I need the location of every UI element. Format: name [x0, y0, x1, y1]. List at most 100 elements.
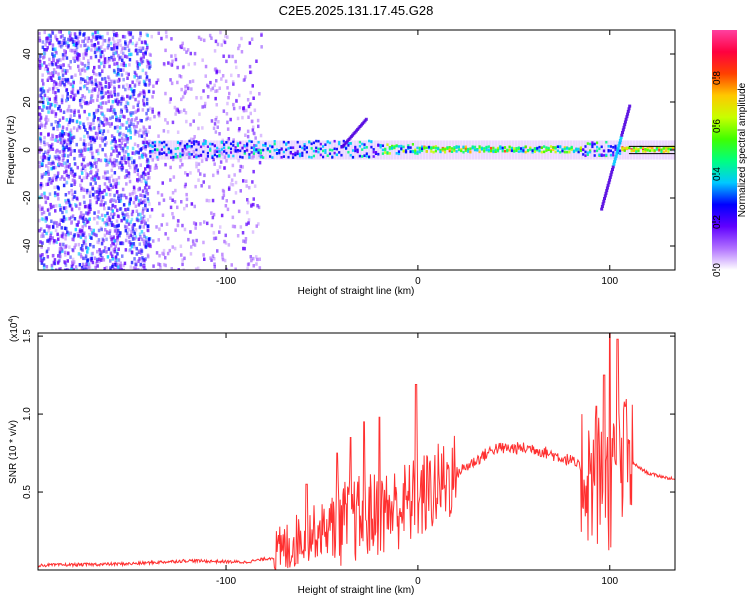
- spectrogram-band-cell: [485, 148, 488, 152]
- spectrogram-noise-cell: [76, 36, 79, 41]
- spectrogram-band-cell: [453, 147, 456, 151]
- spectrogram-noise-cell: [117, 99, 121, 104]
- spectrogram-noise-cell: [54, 70, 58, 75]
- spectrogram-noise-cell: [189, 122, 192, 127]
- spectrogram-band-cell: [250, 140, 253, 143]
- spectrogram-noise-cell: [129, 247, 132, 252]
- spectrogram-band-halo: [301, 140, 305, 160]
- spectrogram-noise-cell: [103, 57, 107, 61]
- spectrogram-noise-cell: [139, 163, 142, 167]
- spectrogram-noise-cell: [126, 44, 130, 48]
- spectrogram-band-cell: [492, 150, 495, 154]
- spectrogram-band-cell: [483, 147, 486, 150]
- spectrogram-noise-cell: [56, 261, 60, 265]
- spectrogram-noise-cell: [139, 91, 142, 95]
- spectrogram-noise-cell: [171, 157, 175, 162]
- spectrogram-noise-cell: [70, 109, 73, 113]
- spectrogram-noise-cell: [41, 207, 44, 211]
- spectrogram-noise-cell: [94, 82, 98, 86]
- spectrogram-noise-cell: [228, 91, 231, 96]
- spectrogram-streak-cell: [621, 131, 624, 134]
- spectrogram-noise-cell: [79, 137, 82, 141]
- spectrogram-noise-cell: [57, 89, 60, 93]
- spectrogram-band-cell: [165, 153, 168, 156]
- spectrogram-noise-cell: [115, 181, 118, 186]
- spectrogram-noise-cell: [81, 225, 84, 229]
- spectrogram-noise-cell: [117, 196, 120, 200]
- spectrogram-noise-cell: [39, 155, 43, 160]
- spectrogram-band-cell: [536, 148, 539, 152]
- spectrogram-band-cell: [669, 147, 672, 151]
- spectrogram-noise-cell: [115, 118, 118, 122]
- spectrogram-band-cell: [487, 148, 490, 151]
- spectrogram-noise-cell: [66, 230, 69, 234]
- spectrogram-noise-cell: [227, 187, 231, 191]
- spectrogram-band-cell: [153, 140, 157, 144]
- spectrogram-band-cell: [554, 147, 557, 150]
- spectrogram-band-cell: [368, 139, 371, 143]
- spectrogram-noise-cell: [65, 98, 69, 102]
- spectrogram-noise-cell: [231, 224, 235, 229]
- spectrogram-noise-cell: [108, 58, 111, 62]
- spectrogram-band-cell: [310, 147, 313, 150]
- spectrogram-band-cell: [374, 151, 378, 154]
- spectrogram-noise-cell: [129, 265, 132, 269]
- spectrogram-band-cell: [363, 154, 366, 157]
- spectrogram-noise-cell: [135, 252, 139, 256]
- spectrogram-noise-cell: [210, 223, 214, 228]
- spectrogram-noise-cell: [129, 197, 132, 202]
- spectrogram-noise-cell: [48, 106, 51, 110]
- spectrogram-band-cell: [361, 155, 364, 158]
- spectrogram-noise-cell: [64, 261, 67, 265]
- spectrogram-noise-cell: [127, 215, 130, 219]
- spectrogram-noise-cell: [101, 218, 105, 222]
- spectrogram-noise-cell: [46, 118, 50, 122]
- spectrogram-noise-cell: [139, 212, 142, 217]
- spectrogram-band-cell: [190, 141, 193, 144]
- spectrogram-noise-cell: [139, 118, 142, 123]
- spectrogram-noise-cell: [124, 40, 127, 44]
- spectrogram-noise-cell: [61, 153, 64, 158]
- spectrogram-noise-cell: [159, 265, 162, 270]
- spectrogram-band-cell: [609, 145, 612, 148]
- spectrogram-band-cell: [545, 149, 548, 152]
- spectrogram-noise-cell: [131, 151, 134, 155]
- spectrogram-band-cell: [296, 152, 299, 156]
- spectrogram-noise-cell: [101, 77, 104, 81]
- spectrogram-noise-cell: [99, 52, 103, 57]
- spectrogram-noise-cell: [172, 215, 175, 220]
- spectrogram-band-cell: [338, 151, 341, 154]
- spectrogram-noise-cell: [179, 75, 183, 79]
- spectrogram-noise-cell: [73, 39, 77, 44]
- spectrogram-noise-cell: [112, 242, 116, 246]
- spectrogram-noise-cell: [250, 204, 253, 208]
- spectrogram-noise-cell: [55, 177, 58, 182]
- spectrogram-noise-cell: [144, 172, 147, 177]
- spectrogram-band-cell: [227, 146, 230, 150]
- spectrogram-band-cell: [416, 146, 419, 150]
- spectrogram-noise-cell: [111, 262, 115, 267]
- spectrogram-noise-cell: [257, 124, 260, 129]
- spectrogram-noise-cell: [68, 163, 71, 167]
- spectrogram-noise-cell: [76, 90, 80, 95]
- spectrogram-noise-cell: [117, 77, 121, 82]
- spectrogram-noise-cell: [122, 132, 125, 137]
- spectrogram-noise-cell: [142, 214, 146, 219]
- spectrogram-noise-cell: [67, 132, 70, 137]
- spectrogram-noise-cell: [109, 90, 113, 94]
- spectrogram-noise-cell: [184, 146, 188, 151]
- spectrogram-noise-cell: [139, 31, 142, 35]
- spectrogram-noise-cell: [73, 32, 77, 36]
- spectrogram-band-cell: [248, 153, 251, 156]
- spectrogram-noise-cell: [61, 94, 64, 98]
- spectrogram-noise-cell: [174, 57, 178, 62]
- spectrogram-noise-cell: [38, 164, 42, 169]
- spectrogram-noise-cell: [84, 147, 88, 151]
- spectrogram-noise-cell: [56, 154, 59, 159]
- spectrogram-band-cell: [347, 144, 350, 147]
- spectrogram-noise-cell: [44, 117, 47, 122]
- spectrogram-noise-cell: [107, 81, 111, 86]
- spectrogram-noise-cell: [132, 242, 136, 246]
- spectrogram-noise-cell: [246, 98, 250, 102]
- spectrogram-noise-cell: [110, 47, 114, 51]
